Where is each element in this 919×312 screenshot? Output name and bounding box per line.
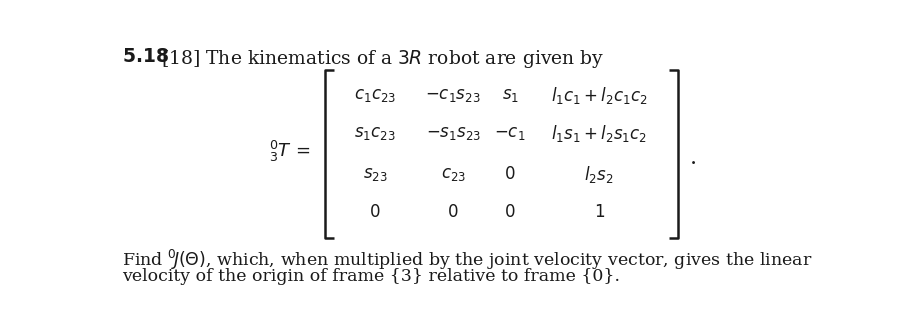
Text: ${}^{0}_{3}T\,=$: ${}^{0}_{3}T\,=$ <box>269 139 311 164</box>
Text: $-c_1s_{23}$: $-c_1s_{23}$ <box>425 87 481 104</box>
Text: $-s_1s_{23}$: $-s_1s_{23}$ <box>425 125 481 142</box>
Text: $c_{23}$: $c_{23}$ <box>441 166 466 183</box>
Text: $0$: $0$ <box>448 204 459 221</box>
Text: $s_1c_{23}$: $s_1c_{23}$ <box>354 125 396 142</box>
Text: $s_1$: $s_1$ <box>502 87 518 104</box>
Text: .: . <box>689 147 697 168</box>
Text: $0$: $0$ <box>369 204 380 221</box>
Text: velocity of the origin of frame {3} relative to frame {0}.: velocity of the origin of frame {3} rela… <box>122 268 620 285</box>
Text: $0$: $0$ <box>505 204 516 221</box>
Text: $l_2s_2$: $l_2s_2$ <box>584 164 614 185</box>
Text: $l_1s_1+l_2s_1c_2$: $l_1s_1+l_2s_1c_2$ <box>551 123 647 144</box>
Text: $l_1c_1+l_2c_1c_2$: $l_1c_1+l_2c_1c_2$ <box>550 85 648 105</box>
Text: [18] The kinematics of a $3R$ robot are given by: [18] The kinematics of a $3R$ robot are … <box>161 48 605 70</box>
Text: $s_{23}$: $s_{23}$ <box>363 166 387 183</box>
Text: $0$: $0$ <box>505 166 516 183</box>
Text: $-c_1$: $-c_1$ <box>494 125 526 142</box>
Text: Find ${}^{0}\!J(\Theta)$, which, when multiplied by the joint velocity vector, g: Find ${}^{0}\!J(\Theta)$, which, when mu… <box>122 248 812 272</box>
Text: $1$: $1$ <box>594 204 605 221</box>
Text: $c_1c_{23}$: $c_1c_{23}$ <box>354 87 396 104</box>
Text: $\bf{5.18}$: $\bf{5.18}$ <box>122 48 169 66</box>
